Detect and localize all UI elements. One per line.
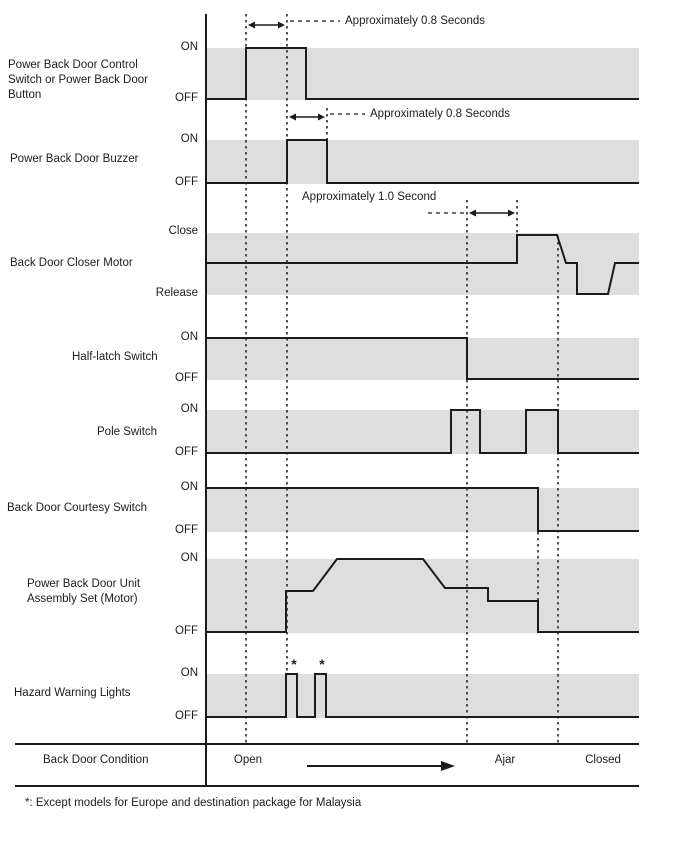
condition-state-closed: Closed bbox=[585, 754, 621, 766]
half-latch-switch-level-off: OFF bbox=[175, 372, 198, 384]
closer-motor-waveform bbox=[206, 234, 639, 295]
control-switch-label: Power Back Door Control bbox=[8, 59, 138, 71]
pole-switch-label: Pole Switch bbox=[97, 426, 158, 438]
buzzer-waveform bbox=[206, 139, 639, 184]
half-latch-switch-band bbox=[207, 338, 639, 380]
hazard-lights-waveform bbox=[206, 673, 639, 718]
condition-state-ajar: Ajar bbox=[494, 754, 516, 766]
hazard-lights-level-off: OFF bbox=[175, 710, 198, 722]
half-latch-switch-label: Half-latch Switch bbox=[72, 351, 158, 363]
buzzer-label: Power Back Door Buzzer bbox=[10, 153, 139, 165]
unit-motor-level-off: OFF bbox=[175, 625, 198, 637]
hazard-lights-level-on: ON bbox=[180, 667, 198, 679]
annotation-text: Approximately 0.8 Seconds bbox=[370, 108, 510, 120]
pole-switch-waveform bbox=[206, 409, 639, 454]
buzzer-level-off: OFF bbox=[175, 176, 198, 188]
closer-motor-level-close: Close bbox=[168, 225, 198, 237]
control-switch-level-on: ON bbox=[180, 41, 198, 53]
courtesy-switch-waveform bbox=[206, 487, 639, 532]
unit-motor-label: Assembly Set (Motor) bbox=[27, 593, 138, 605]
pole-switch-band bbox=[207, 410, 639, 454]
timing-arrowhead-left bbox=[289, 113, 296, 121]
timing-arrowhead-right bbox=[318, 113, 325, 121]
buzzer-level-on: ON bbox=[180, 133, 198, 145]
courtesy-switch-level-off: OFF bbox=[175, 524, 198, 536]
timing-arrowhead-right bbox=[508, 209, 515, 217]
timing-arrowhead-left bbox=[469, 209, 476, 217]
hazard-lights-label: Hazard Warning Lights bbox=[14, 687, 131, 699]
buzzer-band bbox=[207, 140, 639, 184]
control-switch-label: Switch or Power Back Door bbox=[8, 74, 148, 86]
control-switch-level-off: OFF bbox=[175, 92, 198, 104]
unit-motor-label: Power Back Door Unit bbox=[27, 578, 141, 590]
courtesy-switch-label: Back Door Courtesy Switch bbox=[7, 502, 147, 514]
pole-switch-level-off: OFF bbox=[175, 446, 198, 458]
courtesy-switch-level-on: ON bbox=[180, 481, 198, 493]
time-direction-arrowhead bbox=[441, 761, 455, 771]
annotation-text: Approximately 0.8 Seconds bbox=[345, 15, 485, 27]
unit-motor-level-on: ON bbox=[180, 552, 198, 564]
timing-arrowhead-left bbox=[248, 21, 255, 29]
control-switch-label: Button bbox=[8, 89, 42, 101]
asterisk-marker: * bbox=[291, 656, 297, 672]
unit-motor-waveform bbox=[206, 558, 639, 633]
control-switch-band bbox=[207, 48, 639, 100]
condition-state-open: Open bbox=[233, 754, 263, 766]
courtesy-switch-band bbox=[207, 488, 639, 532]
unit-motor-band bbox=[207, 559, 639, 633]
footnote: *: Except models for Europe and destinat… bbox=[25, 797, 362, 809]
asterisk-marker: * bbox=[319, 656, 325, 672]
closer-motor-level-release: Release bbox=[155, 287, 198, 299]
half-latch-switch-waveform bbox=[206, 337, 639, 380]
pole-switch-level-on: ON bbox=[180, 403, 198, 415]
annotation-text: Approximately 1.0 Second bbox=[302, 191, 437, 203]
condition-row-label: Back Door Condition bbox=[43, 754, 149, 766]
half-latch-switch-level-on: ON bbox=[180, 331, 198, 343]
hazard-lights-band bbox=[207, 674, 639, 718]
closer-motor-label: Back Door Closer Motor bbox=[10, 257, 133, 269]
control-switch-waveform bbox=[206, 47, 639, 100]
timing-arrowhead-right bbox=[278, 21, 285, 29]
